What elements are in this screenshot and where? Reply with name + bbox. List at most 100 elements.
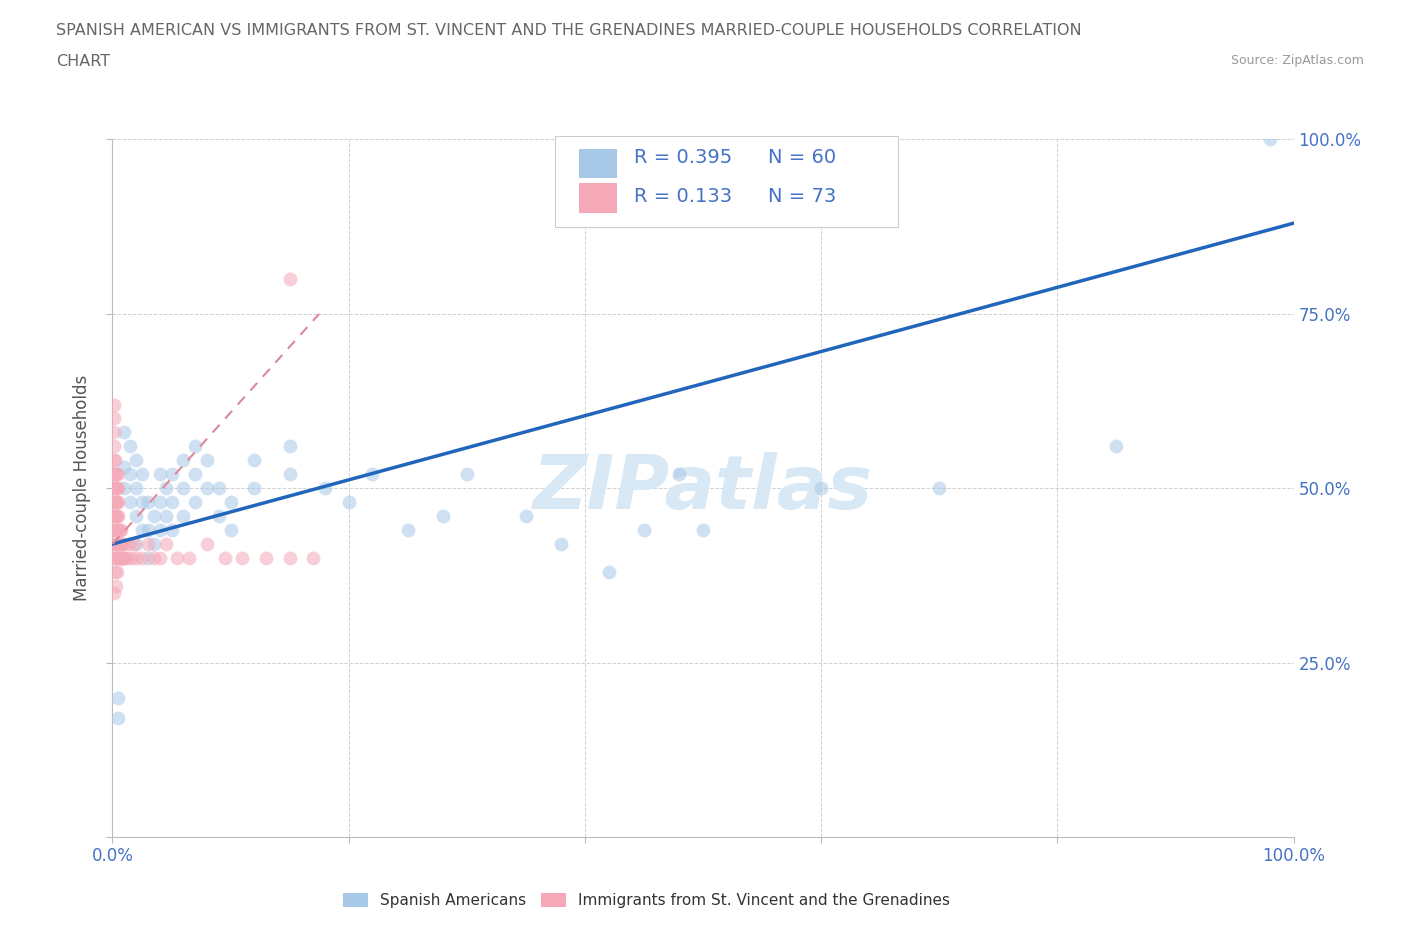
Point: [214, 551, 236, 565]
Text: CHART: CHART: [56, 54, 110, 69]
Point: [103, 397, 125, 412]
Point: [105, 537, 128, 551]
Point: [314, 481, 336, 496]
Point: [155, 509, 177, 524]
Point: [104, 467, 127, 482]
Point: [112, 551, 135, 565]
Point: [149, 523, 172, 538]
Point: [928, 481, 950, 496]
Point: [692, 523, 714, 538]
Point: [104, 565, 127, 579]
Point: [111, 551, 134, 565]
Point: [104, 495, 127, 510]
Point: [112, 551, 135, 565]
Point: [1105, 439, 1128, 454]
Text: N = 73: N = 73: [768, 187, 837, 206]
Point: [155, 537, 177, 551]
Point: [125, 453, 148, 468]
Point: [1258, 132, 1281, 147]
Point: [142, 537, 165, 551]
Point: [105, 467, 128, 482]
Point: [278, 272, 301, 286]
Point: [131, 495, 153, 510]
Point: [243, 481, 266, 496]
Point: [396, 523, 419, 538]
Point: [456, 467, 478, 482]
Point: [195, 481, 218, 496]
Point: [160, 495, 183, 510]
Point: [105, 537, 128, 551]
Bar: [579, 183, 617, 213]
Y-axis label: Married-couple Households: Married-couple Households: [73, 375, 91, 602]
Point: [172, 509, 194, 524]
Point: [515, 509, 537, 524]
Point: [110, 551, 132, 565]
Point: [550, 537, 572, 551]
Point: [103, 439, 125, 454]
Point: [108, 523, 131, 538]
Point: [111, 537, 134, 551]
Text: N = 60: N = 60: [768, 148, 837, 167]
Point: [107, 690, 129, 705]
Point: [112, 460, 135, 474]
Point: [115, 551, 138, 565]
Point: [103, 495, 125, 510]
Point: [112, 425, 135, 440]
Point: [103, 425, 125, 440]
Point: [231, 551, 253, 565]
Point: [108, 551, 131, 565]
FancyBboxPatch shape: [555, 136, 898, 227]
Point: [103, 586, 125, 601]
Point: [105, 481, 128, 496]
Point: [107, 551, 129, 565]
Point: [195, 537, 218, 551]
Point: [105, 523, 128, 538]
Point: [155, 481, 177, 496]
Point: [136, 551, 159, 565]
Point: [105, 523, 128, 538]
Point: [668, 467, 690, 482]
Point: [104, 551, 127, 565]
Point: [131, 467, 153, 482]
Point: [105, 495, 128, 510]
Point: [136, 537, 159, 551]
Point: [219, 523, 242, 538]
Point: [208, 481, 231, 496]
Point: [278, 439, 301, 454]
Point: [302, 551, 325, 565]
Point: [160, 523, 183, 538]
Point: [149, 551, 172, 565]
Text: ZIPatlas: ZIPatlas: [533, 452, 873, 525]
Point: [112, 537, 135, 551]
Point: [110, 523, 132, 538]
Point: [243, 453, 266, 468]
Point: [125, 481, 148, 496]
Point: [142, 509, 165, 524]
Point: [142, 551, 165, 565]
Legend: Spanish Americans, Immigrants from St. Vincent and the Grenadines: Spanish Americans, Immigrants from St. V…: [339, 889, 955, 913]
Point: [160, 467, 183, 482]
Point: [105, 551, 128, 565]
Point: [107, 537, 129, 551]
Point: [598, 565, 620, 579]
Point: [103, 411, 125, 426]
Point: [136, 523, 159, 538]
Point: [184, 467, 207, 482]
Point: [120, 439, 142, 454]
Point: [184, 495, 207, 510]
Point: [103, 453, 125, 468]
Point: [633, 523, 655, 538]
Point: [184, 439, 207, 454]
Point: [105, 565, 128, 579]
Point: [219, 495, 242, 510]
Point: [104, 453, 127, 468]
Point: [104, 537, 127, 551]
Point: [120, 495, 142, 510]
Point: [110, 537, 132, 551]
Point: [120, 551, 142, 565]
Point: [432, 509, 454, 524]
Bar: [579, 149, 617, 178]
Point: [112, 481, 135, 496]
Point: [105, 551, 128, 565]
Point: [108, 537, 131, 551]
